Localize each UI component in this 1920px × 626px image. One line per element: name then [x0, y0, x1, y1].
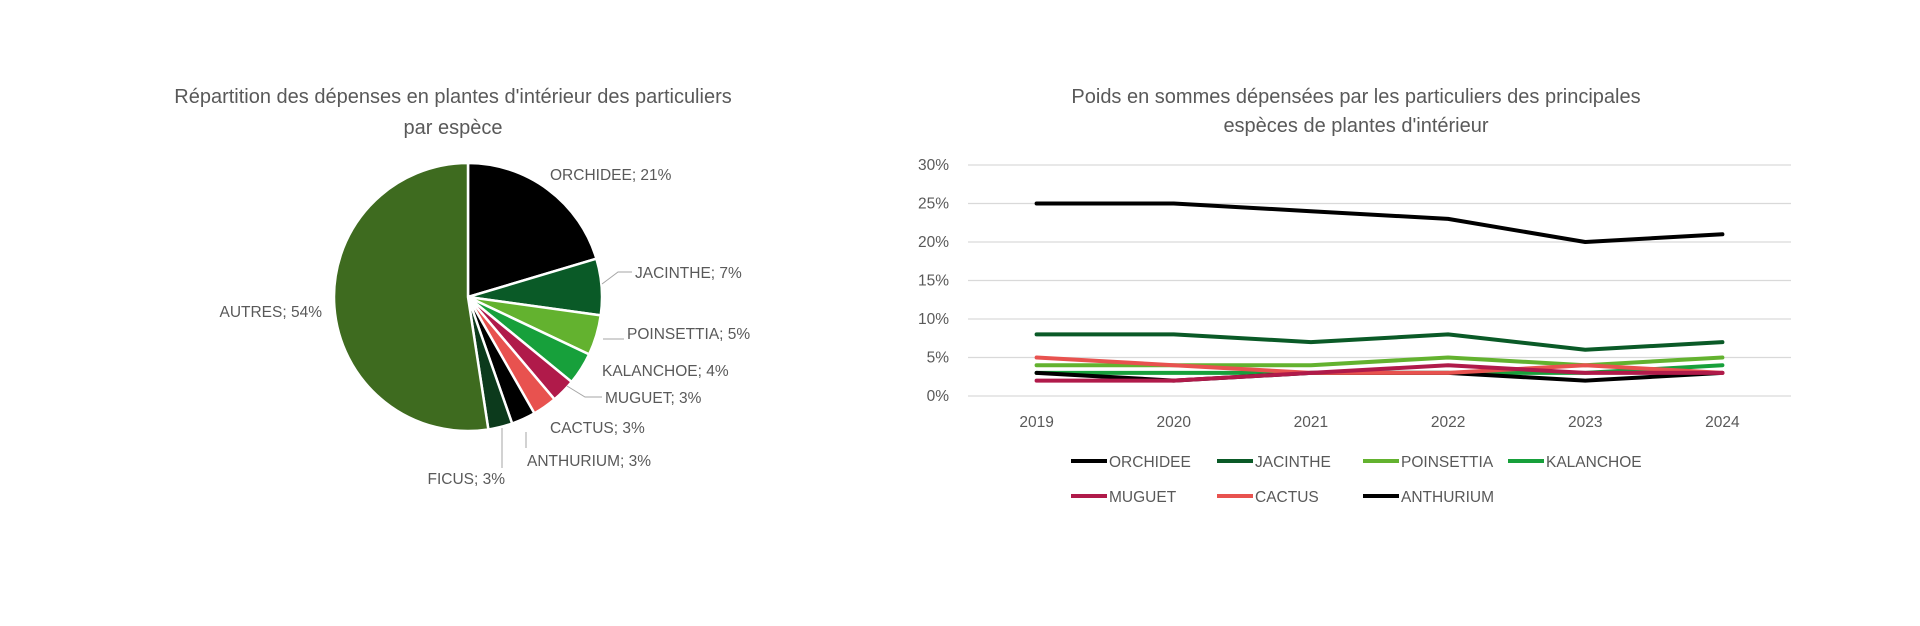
pie-slice-autres: [332, 161, 490, 433]
x-tick-label: 2024: [1705, 414, 1740, 431]
pie-title-line-1: Répartition des dépenses en plantes d'in…: [174, 86, 731, 108]
pie-label-autres: AUTRES; 54%: [219, 304, 322, 321]
legend-label: KALANCHOE: [1546, 454, 1642, 471]
series-line-orchidee: [1034, 201, 1725, 244]
x-tick-label: 2023: [1568, 414, 1602, 431]
line-title-line-2: espèces de plantes d'intérieur: [1223, 115, 1488, 137]
legend-label: JACINTHE: [1255, 454, 1331, 471]
leader-line: [566, 385, 602, 398]
pie-label-cactus: CACTUS; 3%: [550, 420, 645, 437]
pie-title-line-2: par espèce: [404, 117, 503, 139]
pie-label-poinsettia: POINSETTIA; 5%: [627, 326, 750, 343]
line-chart: Poids en sommes dépensées par les partic…: [918, 86, 1791, 506]
legend-label: ORCHIDEE: [1109, 454, 1191, 471]
pie-label-anthurium: ANTHURIUM; 3%: [527, 453, 651, 470]
legend-item-anthurium[interactable]: ANTHURIUM: [1363, 489, 1494, 506]
series-line-jacinthe: [1034, 332, 1725, 352]
legend-label: POINSETTIA: [1401, 454, 1494, 471]
leader-line: [601, 271, 632, 285]
line-title-line-1: Poids en sommes dépensées par les partic…: [1071, 86, 1640, 108]
series-line-muguet: [1034, 363, 1725, 383]
pie-label-orchidee: ORCHIDEE; 21%: [550, 167, 672, 184]
series-line-cactus: [1034, 355, 1725, 375]
y-tick-label: 20%: [918, 234, 949, 251]
legend-label: ANTHURIUM: [1401, 489, 1494, 506]
legend-item-cactus[interactable]: CACTUS: [1217, 489, 1319, 506]
y-tick-label: 25%: [918, 196, 949, 213]
legend-item-kalanchoe[interactable]: KALANCHOE: [1508, 454, 1642, 471]
pie-slice-orchidee: [466, 161, 598, 299]
x-tick-label: 2021: [1294, 414, 1328, 431]
legend-item-muguet[interactable]: MUGUET: [1071, 489, 1177, 506]
x-tick-label: 2022: [1431, 414, 1465, 431]
y-tick-label: 10%: [918, 311, 949, 328]
legend-item-poinsettia[interactable]: POINSETTIA: [1363, 454, 1494, 471]
legend-item-orchidee[interactable]: ORCHIDEE: [1071, 454, 1191, 471]
pie-chart: Répartition des dépenses en plantes d'in…: [174, 86, 750, 488]
legend-item-jacinthe[interactable]: JACINTHE: [1217, 454, 1331, 471]
legend-label: MUGUET: [1109, 489, 1177, 506]
x-tick-label: 2020: [1157, 414, 1192, 431]
y-tick-label: 30%: [918, 157, 949, 174]
pie-label-jacinthe: JACINTHE; 7%: [635, 265, 742, 282]
pie-label-kalanchoe: KALANCHOE; 4%: [602, 363, 729, 380]
y-tick-label: 15%: [918, 273, 949, 290]
y-tick-label: 5%: [927, 350, 950, 367]
pie-label-muguet: MUGUET; 3%: [605, 390, 702, 407]
legend-label: CACTUS: [1255, 489, 1319, 506]
pie-label-ficus: FICUS; 3%: [427, 471, 505, 488]
x-tick-label: 2019: [1019, 414, 1053, 431]
y-tick-label: 0%: [927, 388, 950, 405]
